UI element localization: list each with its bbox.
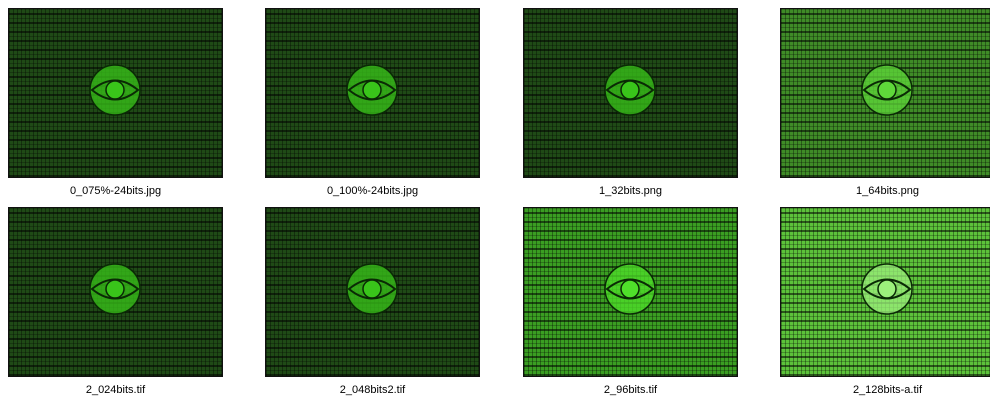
file-item[interactable]: 2_96bits.tif	[523, 207, 738, 403]
page: 0_075%-24bits.jpg 0_100%-24bits.jpg 1_32bi…	[0, 0, 990, 401]
thumbnail	[780, 8, 990, 178]
file-name: 0_100%-24bits.jpg	[265, 185, 480, 197]
thumbnail	[265, 207, 480, 377]
file-name: 0_075%-24bits.jpg	[8, 185, 223, 197]
logo	[524, 208, 737, 376]
logo	[781, 9, 990, 177]
thumbnail	[8, 207, 223, 377]
file-name: 1_32bits.png	[523, 185, 738, 197]
file-name: 2_048bits2.tif	[265, 384, 480, 396]
file-item[interactable]: 1_32bits.png	[523, 8, 738, 204]
thumbnail	[523, 207, 738, 377]
file-name: 1_64bits.png	[780, 185, 990, 197]
logo	[266, 208, 479, 376]
file-item[interactable]: 2_048bits2.tif	[265, 207, 480, 403]
logo	[524, 9, 737, 177]
logo	[266, 9, 479, 177]
file-item[interactable]: 0_075%-24bits.jpg	[8, 8, 223, 204]
file-name: 2_128bits-a.tif	[780, 384, 990, 396]
thumbnail	[523, 8, 738, 178]
thumbnail	[780, 207, 990, 377]
file-name: 2_024bits.tif	[8, 384, 223, 396]
file-item[interactable]: 2_128bits-a.tif	[780, 207, 990, 403]
file-name: 2_96bits.tif	[523, 384, 738, 396]
logo	[9, 9, 222, 177]
file-item[interactable]: 2_024bits.tif	[8, 207, 223, 403]
logo	[9, 208, 222, 376]
file-item[interactable]: 0_100%-24bits.jpg	[265, 8, 480, 204]
file-item[interactable]: 1_64bits.png	[780, 8, 990, 204]
thumbnail	[8, 8, 223, 178]
thumbnail	[265, 8, 480, 178]
logo	[781, 208, 990, 376]
